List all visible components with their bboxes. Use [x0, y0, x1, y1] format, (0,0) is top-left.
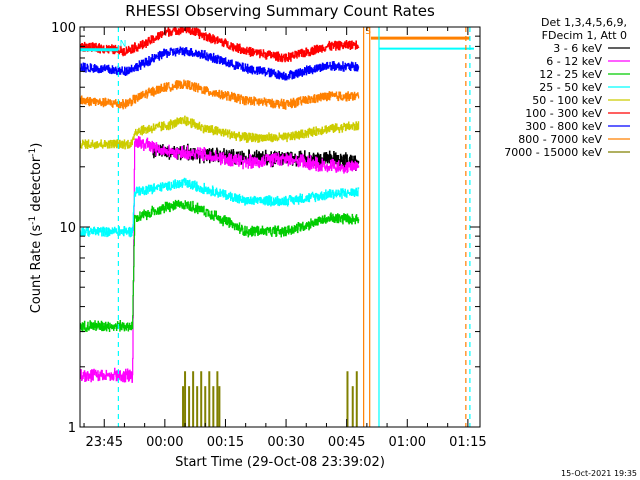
- data-layer: NS: [80, 27, 474, 427]
- legend-entry-label: 50 - 100 keV: [532, 94, 602, 107]
- chart-title: RHESSI Observing Summary Count Rates: [125, 2, 435, 20]
- x-axis-label: Start Time (29-Oct-08 23:39:02): [175, 455, 385, 470]
- series-line-6-12-kev: [80, 136, 360, 383]
- x-tick-label: 00:30: [267, 435, 304, 450]
- series-line-50-100-kev: [80, 115, 360, 150]
- series-line-12-25-kev: [80, 199, 360, 333]
- legend-header: FDecim 1, Att 0: [542, 29, 627, 42]
- legend-entry-label: 800 - 7000 keV: [518, 133, 602, 146]
- legend-entry-label: 3 - 6 keV: [553, 42, 602, 55]
- series-line-300-800-kev: [80, 46, 360, 81]
- y-axis-label: Count Rate (s-1 detector-1): [28, 143, 44, 314]
- y-tick-label: 10: [59, 221, 76, 236]
- series-line-800-7000-kev: [80, 79, 360, 110]
- y-tick-label: 1: [68, 421, 76, 436]
- x-tick-label: 01:00: [389, 435, 426, 450]
- plot-area: NS: [80, 27, 474, 427]
- x-tick-label: 00:00: [146, 435, 183, 450]
- x-tick-label: 00:45: [328, 435, 365, 450]
- y-tick-label: 100: [51, 21, 76, 36]
- legend-entry-label: 300 - 800 keV: [525, 120, 602, 133]
- y-axis-label-sup1: -1: [28, 216, 38, 225]
- legend-entry-label: 100 - 300 keV: [525, 107, 602, 120]
- y-axis-label-main: Count Rate (s: [29, 225, 44, 314]
- legend-entry-label: 25 - 50 keV: [539, 81, 602, 94]
- legend-header: Det 1,3,4,5,6,9,: [541, 16, 627, 29]
- x-tick-label: 01:15: [449, 435, 486, 450]
- marker-label: N: [120, 39, 127, 49]
- x-tick-label: 23:45: [86, 435, 123, 450]
- y-axis-label-end: ): [29, 143, 44, 148]
- marker-label: S: [365, 27, 371, 37]
- legend-entry-label: 7000 - 15000 keV: [504, 146, 602, 159]
- series-line-25-50-kev: [80, 177, 360, 238]
- legend: Det 1,3,4,5,6,9,FDecim 1, Att 03 - 6 keV…: [504, 16, 630, 159]
- y-axis-label-mid: detector: [29, 156, 44, 216]
- y-axis-label-sup2: -1: [28, 148, 38, 157]
- timestamp: 15-Oct-2021 19:35: [561, 469, 637, 478]
- axes: 23:45 00:00 00:15 00:30 00:45 01:00 01:15 1 10 10…: [51, 21, 486, 450]
- plot-frame: [79, 26, 481, 428]
- legend-entry-label: 12 - 25 keV: [539, 68, 602, 81]
- legend-entry-label: 6 - 12 keV: [546, 55, 602, 68]
- x-tick-label: 00:15: [207, 435, 244, 450]
- series-line-100-300-kev: [80, 27, 360, 63]
